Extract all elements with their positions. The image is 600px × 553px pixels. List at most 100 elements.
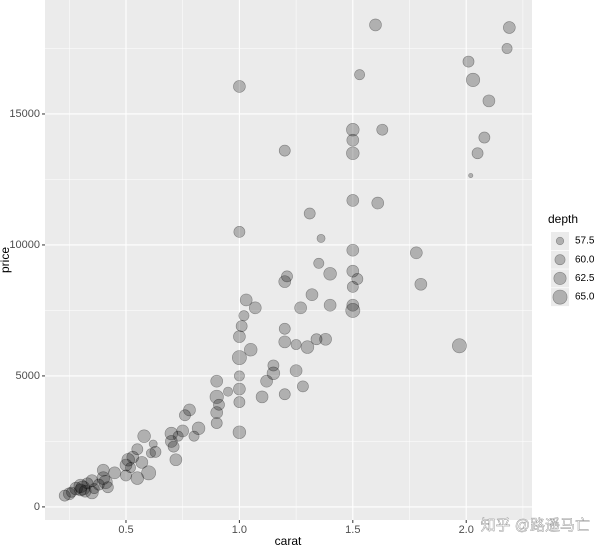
point (278, 275, 292, 288)
point (278, 322, 291, 335)
point (74, 483, 87, 497)
point (266, 366, 281, 380)
x-tick-label: 1.0 (232, 524, 247, 536)
legend-label: 57.5 (575, 236, 595, 247)
point (62, 487, 76, 501)
point (120, 469, 132, 482)
point (346, 146, 360, 160)
legend-label: 60.0 (575, 254, 595, 265)
point (289, 364, 303, 377)
point (210, 374, 224, 388)
point (346, 194, 360, 207)
point (125, 462, 136, 474)
x-axis-title: carat (275, 534, 302, 548)
point (183, 403, 196, 417)
point (371, 196, 385, 210)
point (169, 453, 183, 467)
y-tick-label: 10000 (9, 239, 40, 251)
point (209, 389, 224, 404)
point (233, 370, 245, 382)
point (300, 340, 315, 354)
point (141, 465, 157, 481)
point (278, 335, 292, 349)
point (213, 398, 225, 411)
point (233, 382, 246, 396)
point (319, 332, 332, 346)
point (135, 456, 149, 469)
point (66, 486, 77, 498)
point (294, 301, 307, 315)
point (235, 320, 248, 333)
point (452, 338, 467, 354)
point (376, 123, 389, 136)
legend-symbol (555, 236, 565, 246)
point (278, 144, 291, 157)
point (267, 359, 280, 372)
point (188, 430, 200, 442)
point (305, 288, 319, 302)
point (233, 80, 246, 93)
legend-symbol (552, 289, 568, 305)
point (69, 481, 83, 496)
points (58, 18, 516, 502)
point (131, 443, 144, 456)
point (297, 380, 309, 393)
point (164, 426, 179, 441)
point (414, 277, 428, 291)
point (260, 374, 273, 388)
point (179, 409, 191, 422)
point (223, 386, 233, 397)
x-tick-label: 0.5 (118, 524, 133, 536)
y-tick-label: 15000 (9, 108, 40, 120)
point (290, 339, 302, 350)
point (165, 435, 178, 448)
point (255, 390, 269, 404)
point (323, 298, 337, 312)
point (85, 474, 99, 488)
point (323, 267, 337, 281)
point (465, 72, 481, 87)
point (191, 421, 206, 435)
point (239, 293, 253, 307)
point (313, 257, 325, 269)
point (310, 333, 323, 346)
point (172, 430, 184, 442)
point (346, 280, 359, 293)
point (148, 439, 158, 449)
point (210, 417, 223, 429)
y-tick-label: 0 (34, 501, 40, 513)
point (88, 483, 100, 494)
point (108, 466, 121, 480)
watermark: 知乎 @路遥马亡 (481, 517, 590, 534)
point (354, 69, 366, 81)
point (78, 484, 92, 498)
point (345, 303, 361, 318)
point (503, 21, 516, 34)
point (316, 234, 326, 243)
point (303, 207, 316, 220)
point (149, 446, 162, 458)
legend-label: 62.5 (575, 273, 595, 284)
point (167, 440, 180, 453)
point (98, 474, 113, 490)
point (231, 350, 247, 365)
point (137, 429, 151, 443)
point (97, 463, 110, 477)
point (92, 478, 105, 491)
point (85, 485, 99, 500)
point (176, 424, 189, 438)
point (346, 133, 360, 147)
legend-symbol (553, 271, 567, 285)
point (248, 301, 262, 315)
x-tick-label: 1.5 (345, 524, 360, 536)
point (101, 481, 114, 494)
legend-title: depth (548, 212, 578, 226)
legend-key (551, 232, 569, 250)
legend-key (551, 269, 569, 288)
point (346, 264, 360, 278)
point (278, 388, 291, 401)
point (351, 273, 364, 285)
legend-label: 65.0 (575, 292, 595, 303)
point (145, 448, 156, 459)
